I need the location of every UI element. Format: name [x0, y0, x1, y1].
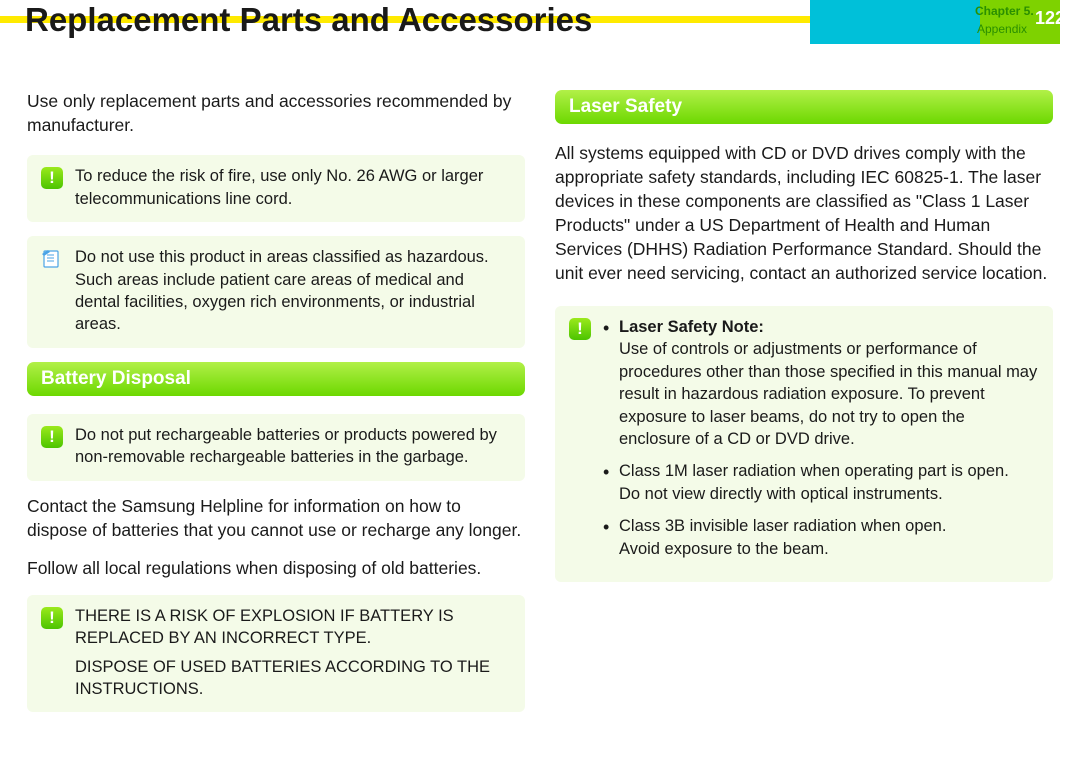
cyan-segment	[810, 0, 980, 44]
warning-icon: !	[569, 318, 593, 340]
laser-bullet-2: Class 1M laser radiation when operating …	[603, 460, 1039, 505]
note-hazardous-text: Do not use this product in areas classif…	[75, 246, 511, 336]
warning-battery-text: Do not put rechargeable batteries or pro…	[75, 424, 511, 469]
explosion-text-2: DISPOSE OF USED BATTERIES ACCORDING TO T…	[75, 656, 511, 701]
section-heading-laser: Laser Safety	[555, 90, 1053, 124]
warning-callout-battery-garbage: ! Do not put rechargeable batteries or p…	[27, 414, 525, 481]
laser-bullet-3-l1: Class 3B invisible laser radiation when …	[619, 517, 946, 535]
warning-callout-laser: ! Laser Safety Note: Use of controls or …	[555, 306, 1053, 582]
laser-bullet-1: Laser Safety Note: Use of controls or ad…	[603, 316, 1039, 451]
note-callout-hazardous: Do not use this product in areas classif…	[27, 236, 525, 348]
helpline-text: Contact the Samsung Helpline for informa…	[27, 495, 525, 543]
warning-callout-explosion: ! THERE IS A RISK OF EXPLOSION IF BATTER…	[27, 595, 525, 713]
left-column: Use only replacement parts and accessori…	[27, 90, 525, 726]
laser-bullet-2-l2: Do not view directly with optical instru…	[619, 485, 943, 503]
content-columns: Use only replacement parts and accessori…	[0, 50, 1080, 726]
warning-icon: !	[41, 167, 65, 189]
laser-bullet-3: Class 3B invisible laser radiation when …	[603, 515, 1039, 560]
appendix-label: Appendix	[977, 22, 1027, 36]
laser-bullet-list: Laser Safety Note: Use of controls or ad…	[603, 316, 1039, 560]
laser-note-body: Laser Safety Note: Use of controls or ad…	[603, 316, 1039, 570]
warning-icon: !	[41, 426, 65, 448]
warning-callout-cord: ! To reduce the risk of fire, use only N…	[27, 155, 525, 222]
page-number: 122	[1035, 8, 1065, 29]
warning-icon: !	[41, 607, 65, 629]
laser-bullet-1-text: Use of controls or adjustments or perfor…	[619, 340, 1037, 448]
page-title: Replacement Parts and Accessories	[25, 3, 592, 36]
laser-intro-text: All systems equipped with CD or DVD driv…	[555, 142, 1053, 286]
chapter-label: Chapter 5.	[975, 4, 1034, 18]
laser-note-title: Laser Safety Note:	[619, 318, 764, 336]
regulations-text: Follow all local regulations when dispos…	[27, 557, 525, 581]
warning-cord-text: To reduce the risk of fire, use only No.…	[75, 165, 511, 210]
header-bar: Replacement Parts and Accessories Chapte…	[0, 0, 1080, 50]
intro-text: Use only replacement parts and accessori…	[27, 90, 525, 137]
laser-bullet-2-l1: Class 1M laser radiation when operating …	[619, 462, 1009, 480]
section-heading-battery: Battery Disposal	[27, 362, 525, 396]
laser-bullet-3-l2: Avoid exposure to the beam.	[619, 540, 829, 558]
warning-explosion-body: THERE IS A RISK OF EXPLOSION IF BATTERY …	[75, 605, 511, 701]
right-column: Laser Safety All systems equipped with C…	[555, 90, 1053, 726]
explosion-text-1: THERE IS A RISK OF EXPLOSION IF BATTERY …	[75, 605, 511, 650]
note-icon	[41, 248, 65, 270]
